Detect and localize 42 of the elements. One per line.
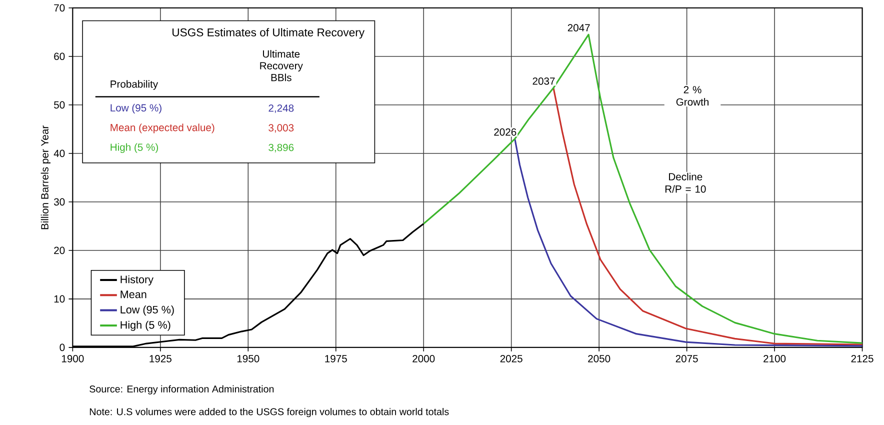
annotation: 2026 bbox=[494, 128, 516, 136]
y-tick-label: 40 bbox=[54, 150, 65, 157]
legend-label: Mean bbox=[120, 290, 146, 298]
legend-label: Low (95 %) bbox=[120, 305, 174, 316]
legend-label: History bbox=[120, 275, 154, 286]
line-series bbox=[552, 86, 864, 346]
x-tick-label: 2000 bbox=[412, 354, 435, 362]
y-tick-label: 20 bbox=[54, 246, 65, 254]
annotation: Mean (expected value) bbox=[110, 123, 214, 134]
legend-label: High (5 %) bbox=[120, 320, 170, 331]
annotation: USGS Estimates of Ultimate Recovery bbox=[172, 28, 365, 38]
annotation: Low (95 %) bbox=[110, 104, 162, 114]
x-tick-label: 1900 bbox=[62, 354, 84, 362]
annotation: Probability bbox=[110, 80, 158, 90]
annotation: 2,248 bbox=[268, 104, 294, 113]
annotation: Decline R/P = 10 bbox=[665, 172, 706, 193]
annotation: Ultimate Recovery BBls bbox=[260, 50, 303, 82]
y-axis-title: Billion Barrels per Year bbox=[40, 125, 50, 229]
y-tick-label: 70 bbox=[54, 4, 65, 12]
y-tick-label: 10 bbox=[54, 295, 65, 302]
y-tick-label: 30 bbox=[54, 198, 65, 206]
text: Note: U.S volumes were added to the USGS foreign volumes to obtain world totals bbox=[90, 408, 449, 417]
annotation: High (5 %) bbox=[110, 143, 158, 153]
x-tick-label: 1975 bbox=[325, 354, 347, 362]
annotation: 2037 bbox=[532, 77, 555, 85]
annotation: 3,896 bbox=[268, 144, 294, 152]
annotation: 2 % Growth bbox=[676, 86, 708, 106]
annotation: 3,003 bbox=[268, 124, 294, 133]
y-tick-label: 60 bbox=[54, 52, 65, 60]
x-tick-label: 2075 bbox=[676, 354, 698, 362]
x-tick-label: 2100 bbox=[764, 354, 786, 362]
source-note: Source: Energy information Administration bbox=[90, 385, 274, 394]
line-series bbox=[514, 138, 864, 347]
x-tick-label: 2025 bbox=[500, 354, 522, 362]
x-tick-label: 2125 bbox=[851, 354, 874, 362]
x-tick-label: 2050 bbox=[588, 354, 610, 362]
x-tick-label: 1925 bbox=[150, 354, 172, 362]
annotation: 2047 bbox=[568, 24, 590, 32]
x-tick-label: 1950 bbox=[237, 354, 260, 362]
line-series bbox=[422, 34, 864, 344]
y-tick-label: 50 bbox=[54, 101, 65, 108]
y-tick-label: 0 bbox=[60, 344, 65, 351]
